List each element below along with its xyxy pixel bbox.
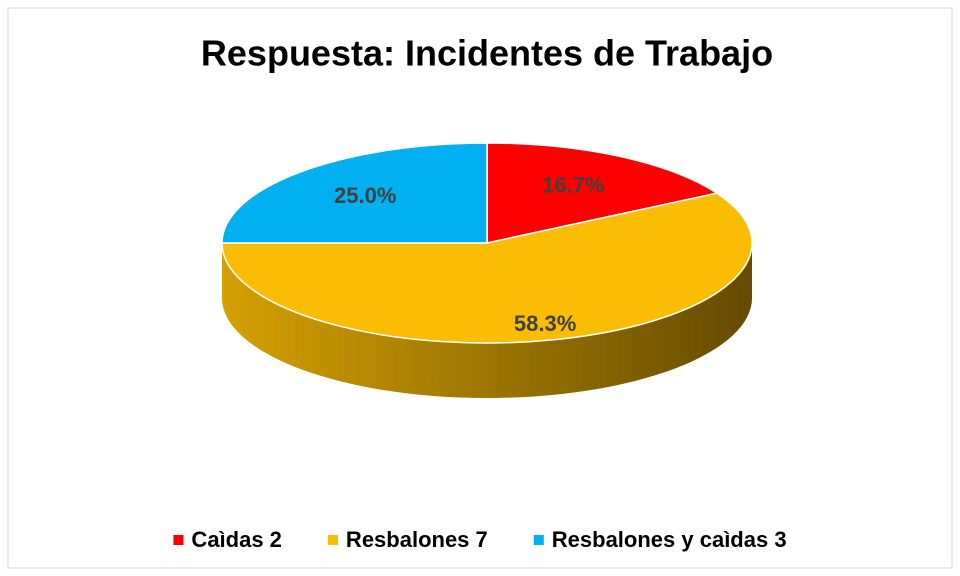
legend-swatch (327, 535, 338, 545)
chart-title: Respuesta: Incidentes de Trabajo (201, 33, 773, 74)
data-label: 16.7% (542, 173, 604, 198)
legend-label: Caìdas 2 (191, 527, 282, 552)
slice (221, 142, 488, 244)
data-label: 58.3% (514, 311, 576, 336)
slice-side-shade (222, 243, 752, 398)
legend-swatch (533, 535, 544, 545)
slice (221, 192, 753, 344)
data-label: 25.0% (334, 183, 396, 208)
slice (486, 142, 719, 244)
legend-swatch (173, 535, 184, 545)
legend: Caìdas 2 Resbalones 7 Resbalones y caìdas … (173, 527, 787, 552)
legend-label: Resbalones y caìdas 3 (552, 527, 787, 552)
legend-label: Resbalones 7 (346, 527, 488, 552)
